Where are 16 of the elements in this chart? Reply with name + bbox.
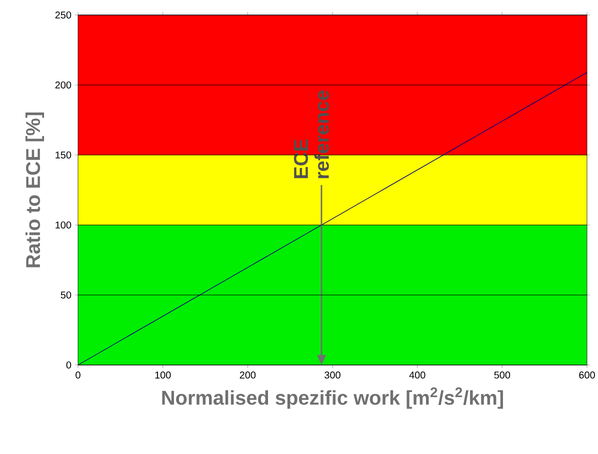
y-axis-title: Ratio to ECE [%] (25, 112, 44, 268)
y-tick-label: 0 (66, 361, 72, 369)
y-tick-label: 50 (60, 291, 72, 299)
x-tick-label: 600 (579, 372, 595, 379)
x-tick-label: 200 (240, 372, 256, 379)
annotation: ECE reference (294, 90, 329, 178)
y-tick-label: 100 (56, 221, 72, 229)
y-tick-label: 250 (55, 11, 72, 19)
y-tick-label: 150 (56, 151, 72, 159)
x-tick-label: 400 (409, 372, 426, 379)
x-tick-label: 500 (494, 372, 510, 379)
x-tick-label: 100 (155, 372, 171, 379)
y-tick-label: 200 (55, 81, 72, 89)
x-tick-label: 0 (76, 372, 80, 379)
x-axis-title: Normalised spezific work [m$^{2}$/s$^{2}$/km] (162, 387, 503, 409)
x-tick-label: 300 (324, 372, 340, 379)
